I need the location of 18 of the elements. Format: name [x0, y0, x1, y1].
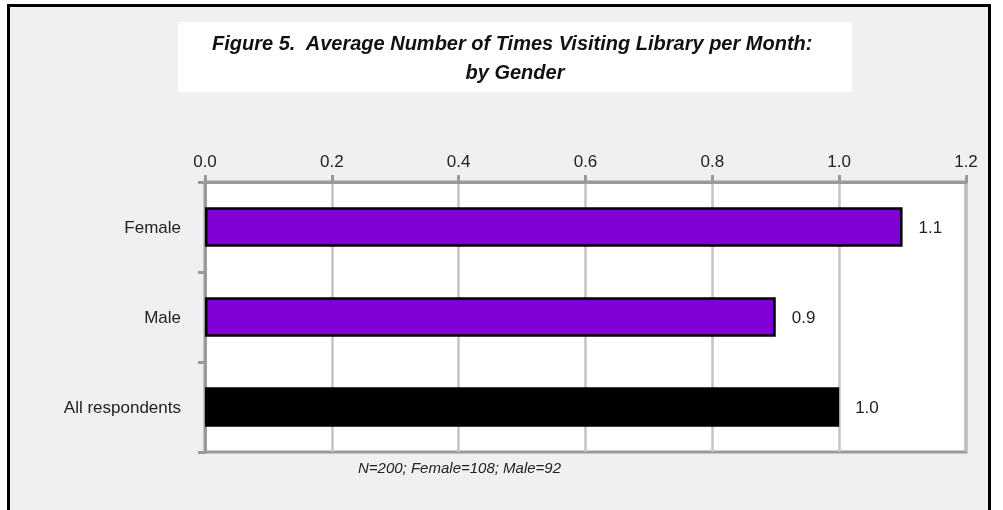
x-tick-label: 0.2: [320, 152, 344, 171]
data-label: 1.1: [918, 217, 943, 237]
x-tick-label: 0.4: [446, 152, 471, 171]
y-tick-label: Male: [144, 307, 181, 327]
x-tick-label: 1.0: [827, 152, 851, 171]
x-tick-label: 0.6: [573, 152, 598, 171]
bar: [205, 387, 840, 427]
y-tick-label: All respondents: [63, 397, 181, 417]
chart-title: Figure 5. Average Number of Times Visiting Library per Month: by Gender: [211, 31, 819, 83]
bar: [205, 207, 903, 247]
x-tick-label: 1.2: [954, 152, 978, 171]
data-label: 1.0: [855, 397, 879, 417]
x-tick-label: 0.8: [700, 152, 725, 171]
y-tick-label: Female: [124, 217, 181, 237]
x-tick-label: 0.0: [193, 152, 217, 171]
data-label: 0.9: [791, 307, 816, 327]
text: N=200; Female=108; Male=92: [358, 459, 562, 476]
bar: [205, 297, 776, 337]
